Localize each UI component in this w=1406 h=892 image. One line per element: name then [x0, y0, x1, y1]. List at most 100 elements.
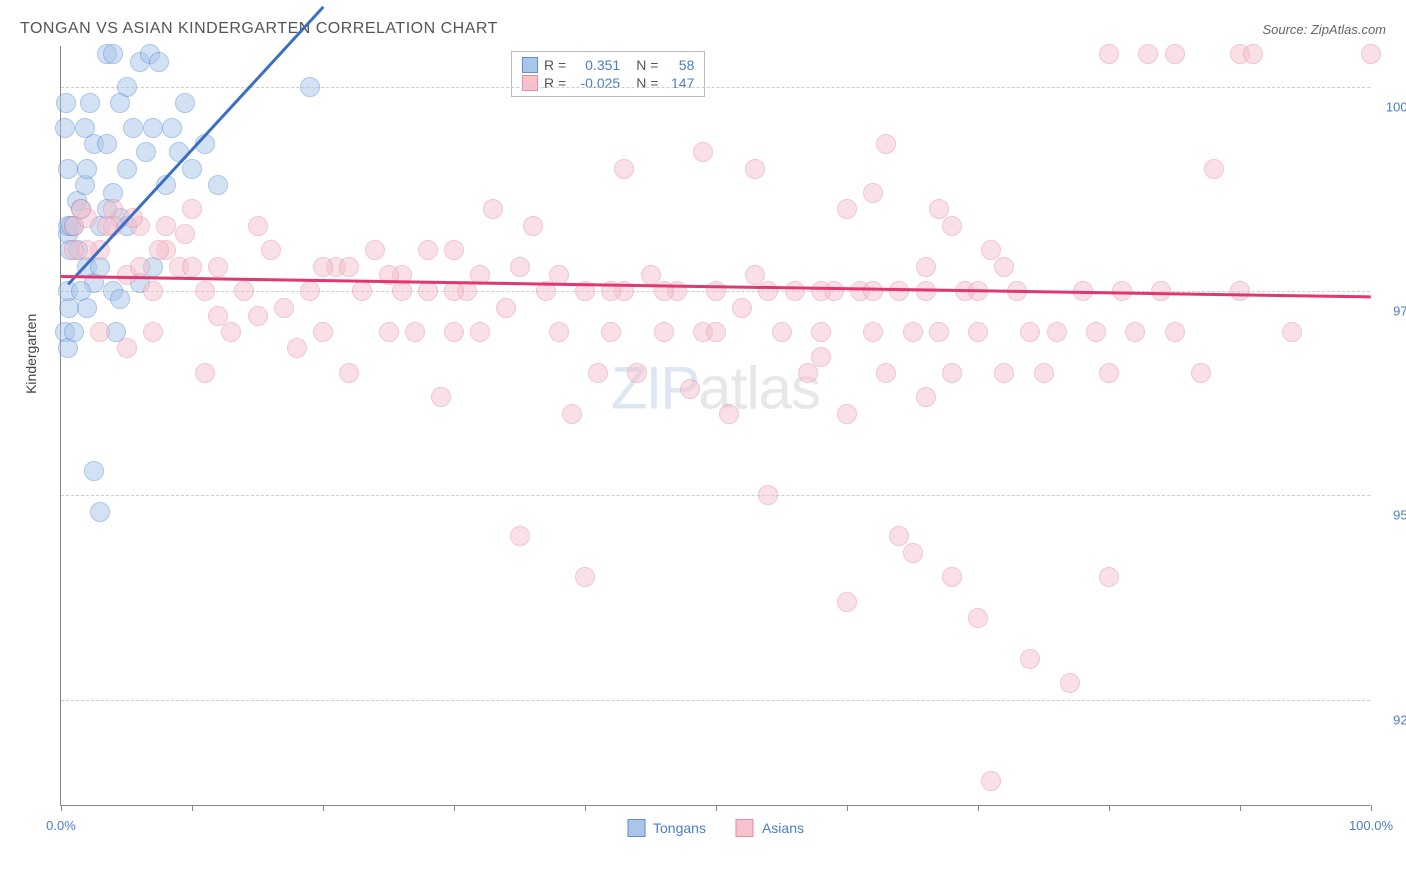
scatter-point	[1047, 322, 1067, 342]
scatter-point	[732, 298, 752, 318]
scatter-point	[837, 199, 857, 219]
scatter-point	[654, 322, 674, 342]
scatter-point	[365, 240, 385, 260]
scatter-point	[175, 93, 195, 113]
scatter-point	[418, 281, 438, 301]
scatter-point	[248, 306, 268, 326]
scatter-point	[75, 118, 95, 138]
scatter-point	[772, 322, 792, 342]
x-tick	[323, 805, 324, 811]
scatter-point	[156, 216, 176, 236]
scatter-point	[706, 322, 726, 342]
scatter-point	[968, 322, 988, 342]
scatter-point	[149, 240, 169, 260]
scatter-point	[889, 281, 909, 301]
scatter-point	[496, 298, 516, 318]
scatter-point	[149, 52, 169, 72]
scatter-point	[313, 257, 333, 277]
scatter-point	[136, 142, 156, 162]
scatter-point	[903, 322, 923, 342]
scatter-point	[916, 281, 936, 301]
series-legend-item: Asians	[736, 819, 804, 837]
scatter-point	[444, 281, 464, 301]
scatter-point	[300, 281, 320, 301]
scatter-point	[1165, 322, 1185, 342]
scatter-point	[562, 404, 582, 424]
gridline	[61, 700, 1370, 701]
scatter-point	[77, 298, 97, 318]
scatter-point	[601, 322, 621, 342]
scatter-point	[1230, 281, 1250, 301]
y-tick-label: 100.0%	[1375, 99, 1406, 114]
scatter-point	[248, 216, 268, 236]
x-tick	[1109, 805, 1110, 811]
stat-r-value: -0.025	[572, 75, 620, 91]
scatter-point	[483, 199, 503, 219]
stat-n-value: 58	[664, 57, 694, 73]
x-tick-label: 0.0%	[46, 818, 76, 833]
scatter-point	[90, 322, 110, 342]
scatter-point	[1099, 567, 1119, 587]
scatter-point	[84, 461, 104, 481]
scatter-point	[339, 363, 359, 383]
scatter-point	[55, 118, 75, 138]
scatter-point	[693, 142, 713, 162]
scatter-point	[182, 159, 202, 179]
series-legend-label: Tongans	[653, 820, 706, 836]
scatter-point	[300, 77, 320, 97]
y-tick-label: 97.5%	[1375, 304, 1406, 319]
scatter-point	[1099, 363, 1119, 383]
scatter-point	[1361, 44, 1381, 64]
x-tick	[454, 805, 455, 811]
scatter-point	[1099, 44, 1119, 64]
scatter-point	[58, 159, 78, 179]
series-legend-label: Asians	[762, 820, 804, 836]
scatter-point	[614, 159, 634, 179]
scatter-point	[64, 322, 84, 342]
legend-swatch	[627, 819, 645, 837]
stat-r-value: 0.351	[572, 57, 620, 73]
legend-swatch	[522, 75, 538, 91]
title-row: TONGAN VS ASIAN KINDERGARTEN CORRELATION…	[20, 20, 1386, 38]
x-tick-label: 100.0%	[1349, 818, 1393, 833]
scatter-point	[182, 199, 202, 219]
scatter-point	[64, 240, 84, 260]
scatter-point	[103, 44, 123, 64]
plot-area: Kindergarten ZIPatlas R =0.351N =58R =-0…	[60, 46, 1370, 806]
x-tick	[1371, 805, 1372, 811]
scatter-point	[588, 363, 608, 383]
scatter-point	[221, 322, 241, 342]
y-tick-label: 95.0%	[1375, 508, 1406, 523]
stat-n-label: N =	[636, 57, 658, 73]
scatter-point	[929, 199, 949, 219]
scatter-point	[510, 257, 530, 277]
stat-n-value: 147	[664, 75, 694, 91]
scatter-point	[942, 363, 962, 383]
scatter-point	[71, 199, 91, 219]
stat-legend-row: R =0.351N =58	[522, 56, 694, 74]
scatter-point	[863, 322, 883, 342]
scatter-point	[745, 159, 765, 179]
scatter-point	[175, 224, 195, 244]
scatter-point	[994, 257, 1014, 277]
scatter-point	[889, 526, 909, 546]
scatter-point	[1243, 44, 1263, 64]
scatter-point	[758, 485, 778, 505]
scatter-point	[575, 567, 595, 587]
scatter-point	[287, 338, 307, 358]
chart-container: TONGAN VS ASIAN KINDERGARTEN CORRELATION…	[20, 20, 1386, 872]
scatter-point	[758, 281, 778, 301]
scatter-point	[234, 281, 254, 301]
legend-swatch	[736, 819, 754, 837]
scatter-point	[1125, 322, 1145, 342]
series-legend: Tongans Asians	[627, 819, 804, 837]
scatter-point	[313, 322, 333, 342]
scatter-point	[1020, 322, 1040, 342]
scatter-point	[130, 257, 150, 277]
scatter-point	[1086, 322, 1106, 342]
scatter-point	[680, 379, 700, 399]
x-tick	[847, 805, 848, 811]
scatter-point	[1034, 363, 1054, 383]
scatter-point	[444, 240, 464, 260]
scatter-point	[431, 387, 451, 407]
